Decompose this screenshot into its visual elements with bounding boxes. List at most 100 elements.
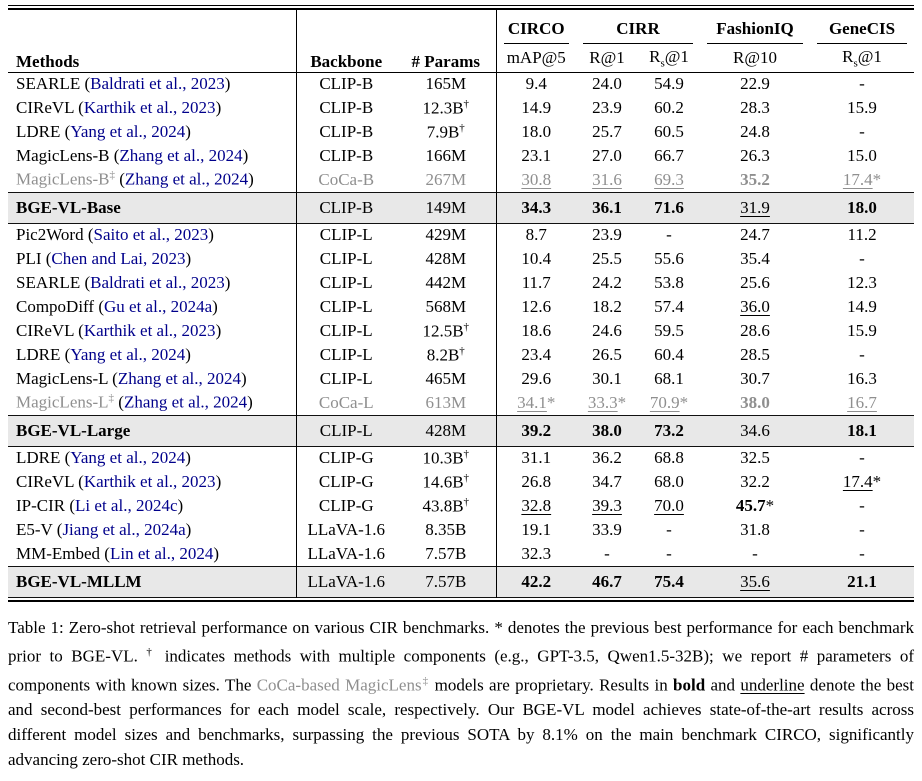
metric-cell: 11.2 bbox=[810, 223, 914, 247]
metric-value: 24.2 bbox=[592, 273, 622, 292]
backbone-cell: CLIP-L bbox=[295, 415, 396, 446]
backbone-cell: CLIP-G bbox=[295, 470, 396, 494]
metric-cell: 28.3 bbox=[700, 96, 810, 120]
metric-value: 22.9 bbox=[740, 74, 770, 94]
backbone-cell: CLIP-L bbox=[295, 247, 396, 271]
method-cell: BGE-VL-Base bbox=[8, 192, 296, 223]
metric-cell: 70.0 bbox=[638, 494, 700, 518]
metric-cell: 14.9 bbox=[810, 295, 914, 319]
metric-cell: 33.3* bbox=[576, 391, 638, 415]
citation-link[interactable]: Chen and Lai, 2023 bbox=[51, 249, 186, 268]
metric-cell: 29.6 bbox=[495, 367, 576, 391]
text-segment: R@10 bbox=[733, 47, 778, 67]
metric-cell: 36.2 bbox=[576, 446, 638, 470]
metric-value: - bbox=[859, 249, 865, 268]
metric-value: 60.5 bbox=[654, 122, 684, 141]
citation-link[interactable]: Yang et al., 2024 bbox=[70, 448, 186, 468]
table-top-rule-thin bbox=[8, 5, 914, 6]
params-dagger-marker: † bbox=[463, 97, 470, 110]
params-dagger-marker: † bbox=[463, 471, 470, 484]
backbone-cell: CoCa-L bbox=[295, 391, 396, 415]
metric-value: 26.5 bbox=[592, 345, 622, 364]
highlight-row: BGE-VL-Base CLIP-B 149M 34.3 36.1 71.6 31.9 18.… bbox=[8, 192, 915, 223]
method-name: MagicLens-L bbox=[16, 369, 108, 388]
metric-value: 36.2 bbox=[592, 448, 622, 468]
metric-cell: 24.7 bbox=[700, 223, 810, 247]
citation-link[interactable]: Baldrati et al., 2023 bbox=[90, 273, 225, 292]
metric-value: 26.8 bbox=[521, 472, 552, 491]
method-name: SEARLE bbox=[16, 273, 81, 292]
method-name: CompoDiff bbox=[16, 297, 95, 316]
backbone-cell: CLIP-L bbox=[295, 271, 396, 295]
metric-value: 21.1 bbox=[847, 571, 877, 591]
citation-link[interactable]: Saito et al., 2023 bbox=[93, 225, 209, 245]
citation-link[interactable]: Li et al., 2024c bbox=[75, 496, 178, 515]
citation-link[interactable]: Zhang et al., 2024 bbox=[119, 146, 243, 165]
citation-link[interactable]: Zhang et al., 2024 bbox=[124, 170, 249, 190]
method-cell: E5-V (Jiang et al., 2024a) bbox=[16, 520, 192, 539]
params-cell: 428M bbox=[425, 249, 467, 268]
table-caption: Table 1: Zero-shot retrieval performance… bbox=[8, 615, 914, 772]
metric-value: 68.8 bbox=[654, 448, 684, 468]
metric-cell: 18.6 bbox=[495, 319, 576, 343]
metric-cell: 19.1 bbox=[495, 518, 576, 542]
text-segment: and bbox=[705, 675, 741, 695]
params-cell: 14.6B† bbox=[422, 471, 470, 492]
metric-cell: 18.0 bbox=[495, 120, 576, 144]
params-cell: 465M bbox=[425, 369, 467, 388]
metric-value: 32.8 bbox=[521, 496, 552, 515]
metric-cell: 30.1 bbox=[576, 367, 638, 391]
citation-link[interactable]: Yang et al., 2024 bbox=[70, 345, 186, 364]
citation-link[interactable]: Yang et al., 2024 bbox=[70, 122, 186, 141]
metric-value: 26.3 bbox=[740, 146, 770, 165]
method-cell: Pic2Word (Saito et al., 2023) bbox=[16, 225, 214, 245]
metric-value: 70.9 bbox=[649, 392, 680, 412]
params-cell: 7.57B bbox=[425, 571, 467, 591]
metric-value: 55.6 bbox=[654, 249, 684, 268]
table-row: LDRE (Yang et al., 2024) CLIP-L 8.2B† 23.4 2… bbox=[8, 343, 914, 367]
metric-cell: - bbox=[638, 518, 700, 542]
metric-cell: 34.7 bbox=[576, 470, 638, 494]
metric-cell: 18.2 bbox=[576, 295, 638, 319]
backbone-cell: LLaVA-1.6 bbox=[295, 566, 396, 597]
metric-cell: - bbox=[700, 542, 810, 566]
metric-cell: 23.9 bbox=[576, 96, 638, 120]
citation-link[interactable]: Zhang et al., 2024 bbox=[117, 369, 242, 388]
params-cell: 10.3B† bbox=[422, 447, 470, 468]
metric-cell: 33.9 bbox=[576, 518, 638, 542]
subheader-circo-map5: mAP@5 bbox=[495, 44, 576, 72]
subheader-genecis-rs1: Rs@1 bbox=[810, 44, 914, 72]
citation-link[interactable]: Zhang et al., 2024 bbox=[123, 393, 248, 413]
method-name: LDRE bbox=[16, 448, 61, 468]
backbone-cell: CoCa-B bbox=[295, 168, 396, 192]
params-dagger-marker: † bbox=[463, 495, 470, 508]
metric-cell: 31.1 bbox=[495, 446, 576, 470]
metric-cell: 73.2 bbox=[638, 415, 700, 446]
text-segment: denote the best and second-best performa… bbox=[8, 675, 915, 770]
metric-cell: 28.6 bbox=[700, 319, 810, 343]
metric-value: 25.7 bbox=[592, 122, 622, 141]
backbone-cell: CLIP-B bbox=[295, 192, 396, 223]
method-cell: LDRE (Yang et al., 2024) bbox=[16, 448, 191, 468]
metric-value: 15.0 bbox=[847, 146, 877, 165]
metric-cell: 36.0 bbox=[700, 295, 810, 319]
col-group-genecis: GeneCIS bbox=[810, 10, 914, 44]
metric-cell: 34.1* bbox=[495, 391, 576, 415]
citation-link[interactable]: Lin et al., 2024 bbox=[109, 543, 214, 563]
text-segment: CoCa-based MagicLens bbox=[256, 675, 422, 695]
metric-value: - bbox=[752, 543, 758, 563]
metric-value: 12.6 bbox=[521, 297, 552, 316]
citation-link[interactable]: Jiang et al., 2024a bbox=[62, 520, 186, 539]
metric-value: - bbox=[666, 543, 672, 563]
metric-value: 25.6 bbox=[740, 273, 770, 292]
citation-link[interactable]: Karthik et al., 2023 bbox=[83, 321, 216, 340]
metric-cell: 23.1 bbox=[495, 144, 576, 168]
citation-link[interactable]: Karthik et al., 2023 bbox=[83, 472, 216, 491]
citation-link[interactable]: Baldrati et al., 2023 bbox=[90, 74, 225, 94]
metric-cell: 26.8 bbox=[495, 470, 576, 494]
citation-link[interactable]: Gu et al., 2024a bbox=[104, 297, 213, 316]
metric-cell: 68.1 bbox=[638, 367, 700, 391]
citation-link[interactable]: Karthik et al., 2023 bbox=[83, 98, 216, 117]
highlight-row: BGE-VL-MLLM LLaVA-1.6 7.57B 42.2 46.7 75.4 35.… bbox=[8, 566, 915, 597]
metric-cell: 31.8 bbox=[700, 518, 810, 542]
